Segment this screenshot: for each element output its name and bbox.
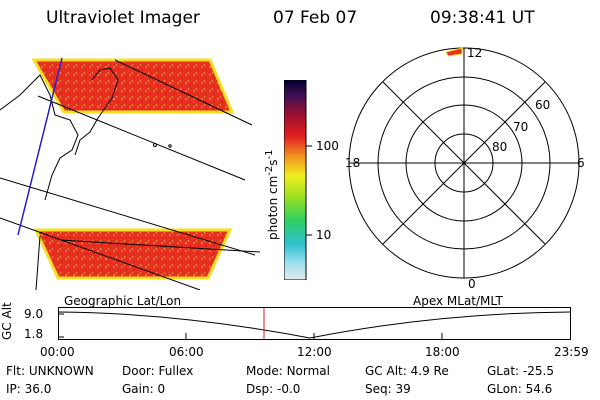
header-date: 07 Feb 07 xyxy=(273,8,358,28)
gc-alt-curve xyxy=(58,311,571,339)
status-gain-label: Gain: xyxy=(122,382,154,396)
status-gain-value: 0 xyxy=(157,382,166,396)
status-gcalt-value: 4.9 Re xyxy=(410,364,449,378)
timeline-left-label: Geographic Lat/Lon xyxy=(64,294,182,308)
status-seq: Seq: 39 xyxy=(365,382,411,396)
mlt-label-6: 6 xyxy=(577,156,585,170)
lat-label-70: 70 xyxy=(513,120,529,134)
colorbar-tick-100: 100 xyxy=(316,139,339,153)
timeline-plot xyxy=(58,307,571,340)
status-ip-value: 36.0 xyxy=(24,382,52,396)
map-island xyxy=(168,144,172,148)
status-seq-value: 39 xyxy=(395,382,411,396)
status-gcalt: GC Alt: 4.9 Re xyxy=(365,364,449,378)
status-flt-value: UNKNOWN xyxy=(28,364,94,378)
status-dsp-label: Dsp: xyxy=(246,382,274,396)
map-grid-lines xyxy=(0,59,260,290)
status-glon-value: 54.6 xyxy=(525,382,553,396)
colorbar-label: photon cm-2s-1 xyxy=(264,149,280,240)
map-island xyxy=(153,143,157,147)
status-glon: GLon: 54.6 xyxy=(487,382,552,396)
lat-label-80: 80 xyxy=(492,140,508,154)
aurora-swath-upper xyxy=(31,58,235,114)
map-meridian xyxy=(17,57,63,236)
status-dsp: Dsp: -0.0 xyxy=(246,382,300,396)
app-title: Ultraviolet Imager xyxy=(46,8,200,28)
timeline-xtick-0000: 00:00 xyxy=(40,345,75,359)
status-glat-value: -25.5 xyxy=(522,364,554,378)
status-mode-value: Normal xyxy=(286,364,330,378)
status-ip-label: IP: xyxy=(6,382,21,396)
polar-plot xyxy=(348,47,580,279)
aurora-polar-patch xyxy=(445,47,463,57)
status-door-label: Door: xyxy=(122,364,155,378)
timeline-ytick-low: 1.8 xyxy=(24,327,44,341)
status-mode: Mode: Normal xyxy=(246,364,330,378)
timeline-ylabel: GC Alt xyxy=(0,302,14,340)
status-seq-label: Seq: xyxy=(365,382,392,396)
status-mode-label: Mode: xyxy=(246,364,283,378)
timeline-ytick-high: 9.0 xyxy=(24,307,44,321)
lat-label-60: 60 xyxy=(535,98,551,112)
timeline-xtick-1200: 12:00 xyxy=(297,345,332,359)
timeline-xtick-1800: 18:00 xyxy=(425,345,460,359)
timeline-xtick-2359: 23:59 xyxy=(554,345,589,359)
mlt-label-18: 18 xyxy=(345,156,361,170)
status-flt-label: Flt: xyxy=(6,364,25,378)
status-glat-label: GLat: xyxy=(487,364,520,378)
geographic-map xyxy=(0,57,260,290)
mlt-label-0: 0 xyxy=(468,277,476,291)
status-flt: Flt: UNKNOWN xyxy=(6,364,94,378)
status-ip: IP: 36.0 xyxy=(6,382,51,396)
mlt-label-12: 12 xyxy=(467,46,483,60)
aurora-swath-lower xyxy=(33,228,233,280)
colorbar xyxy=(284,80,312,280)
coastline xyxy=(0,67,119,201)
colorbar-tick-10: 10 xyxy=(316,228,332,242)
timeline-xtick-0600: 06:00 xyxy=(169,345,204,359)
status-door: Door: Fullex xyxy=(122,364,193,378)
header-time: 09:38:41 UT xyxy=(430,8,535,28)
timeline-right-label: Apex MLat/MLT xyxy=(413,294,503,308)
status-glat: GLat: -25.5 xyxy=(487,364,554,378)
status-door-value: Fullex xyxy=(158,364,194,378)
status-gain: Gain: 0 xyxy=(122,382,165,396)
status-glon-label: GLon: xyxy=(487,382,522,396)
status-gcalt-label: GC Alt: xyxy=(365,364,407,378)
status-dsp-value: -0.0 xyxy=(276,382,301,396)
